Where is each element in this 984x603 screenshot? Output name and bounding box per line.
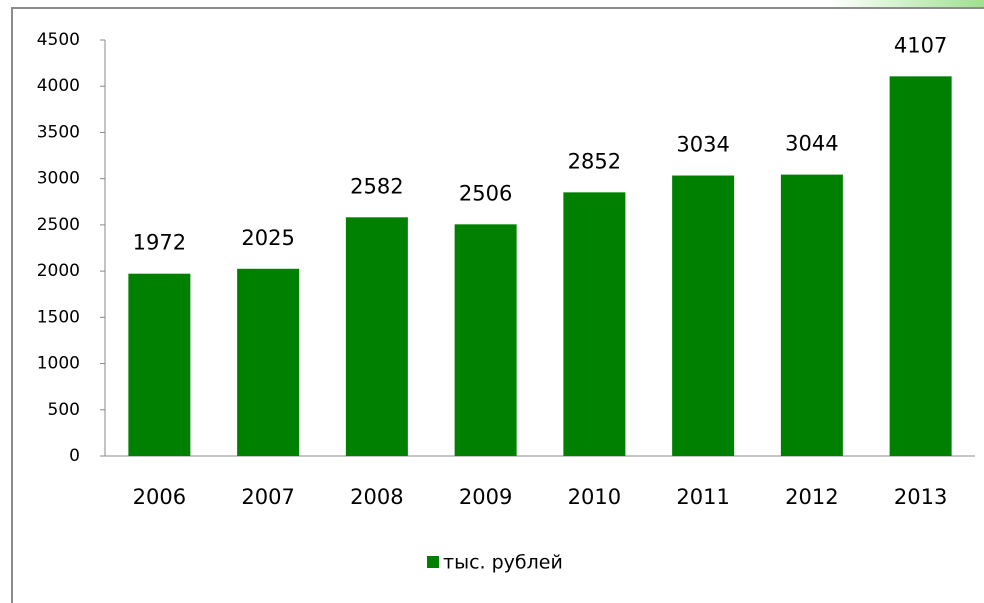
y-tick-label: 4000 [37, 76, 80, 96]
x-tick-label: 2010 [568, 485, 621, 509]
x-tick-label: 2013 [894, 485, 947, 509]
y-tick-label: 1000 [37, 354, 80, 374]
bar [889, 76, 952, 457]
decoration [830, 0, 984, 8]
legend-label: тыс. рублей [443, 552, 563, 574]
chart-frame [11, 7, 984, 603]
bar [345, 217, 408, 456]
bar [563, 192, 626, 456]
bar [128, 273, 191, 456]
data-label: 1972 [133, 231, 186, 255]
bar [237, 268, 300, 456]
data-label: 2852 [568, 149, 621, 173]
y-tick-label: 4500 [37, 30, 80, 50]
data-label: 2025 [241, 226, 294, 250]
x-tick-label: 2008 [350, 485, 403, 509]
x-tick-label: 2009 [459, 485, 512, 509]
x-tick-label: 2006 [133, 485, 186, 509]
data-label: 2506 [459, 181, 512, 205]
x-tick-label: 2012 [785, 485, 838, 509]
y-tick-label: 2500 [37, 215, 80, 235]
x-tick-label: 2007 [241, 485, 294, 509]
data-label: 2582 [350, 174, 403, 198]
y-tick-label: 3500 [37, 122, 80, 142]
y-tick-label: 1500 [37, 307, 80, 327]
bar [454, 224, 517, 456]
y-tick-label: 0 [69, 446, 80, 466]
data-label: 4107 [894, 33, 947, 57]
data-label: 3044 [785, 132, 838, 156]
y-tick-label: 2000 [37, 261, 80, 281]
x-tick-label: 2011 [676, 485, 729, 509]
legend-swatch [427, 556, 439, 568]
bar [780, 174, 843, 456]
y-tick-label: 500 [48, 400, 80, 420]
bar [672, 175, 735, 456]
y-tick-label: 3000 [37, 169, 80, 189]
data-label: 3034 [676, 133, 729, 157]
